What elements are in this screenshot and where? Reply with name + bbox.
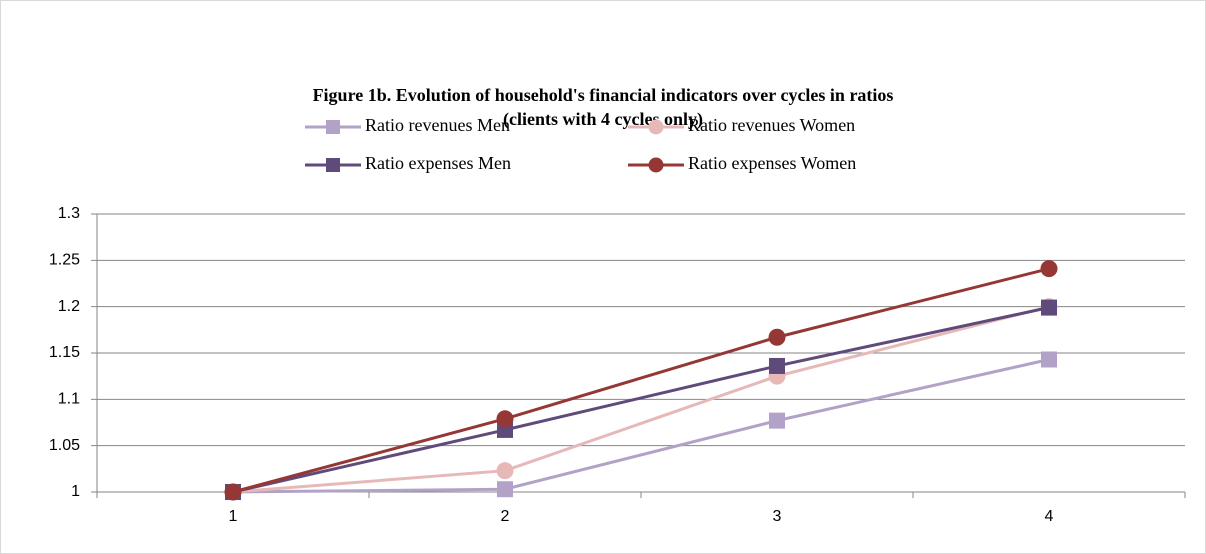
y-tick-label: 1.25 xyxy=(49,252,80,269)
series-line xyxy=(232,305,1050,494)
legend-marker xyxy=(648,119,664,135)
legend-label: Ratio expenses Men xyxy=(365,153,511,173)
data-point xyxy=(768,328,786,346)
data-point xyxy=(496,410,514,428)
chart-title: Figure 1b. Evolution of household's fina… xyxy=(313,85,894,105)
data-point xyxy=(224,483,242,501)
legend-label: Ratio revenues Women xyxy=(688,115,855,135)
legend-marker xyxy=(326,158,340,172)
x-tick-label: 1 xyxy=(229,508,238,525)
y-tick-label: 1.2 xyxy=(58,298,80,315)
data-point xyxy=(769,357,785,374)
y-tick-label: 1.1 xyxy=(58,391,80,408)
data-point xyxy=(497,481,513,498)
legend-label: Ratio revenues Men xyxy=(365,115,510,135)
y-tick-label: 1.15 xyxy=(49,344,80,361)
y-tick-label: 1.05 xyxy=(49,437,80,454)
legend-marker xyxy=(648,157,664,173)
y-tick-label: 1 xyxy=(71,483,80,500)
legend-marker xyxy=(326,120,340,134)
x-tick-label: 3 xyxy=(773,508,782,525)
data-point xyxy=(496,462,514,480)
data-point xyxy=(1041,299,1057,316)
x-tick-label: 2 xyxy=(501,508,510,525)
x-tick-label: 4 xyxy=(1045,508,1054,525)
series-line xyxy=(232,306,1050,494)
series-line xyxy=(232,267,1050,494)
y-tick-label: 1.3 xyxy=(58,205,80,222)
legend-label: Ratio expenses Women xyxy=(688,153,856,173)
data-point xyxy=(1041,351,1057,368)
data-point xyxy=(1040,260,1058,278)
series-line xyxy=(232,358,1050,494)
data-point xyxy=(769,412,785,429)
